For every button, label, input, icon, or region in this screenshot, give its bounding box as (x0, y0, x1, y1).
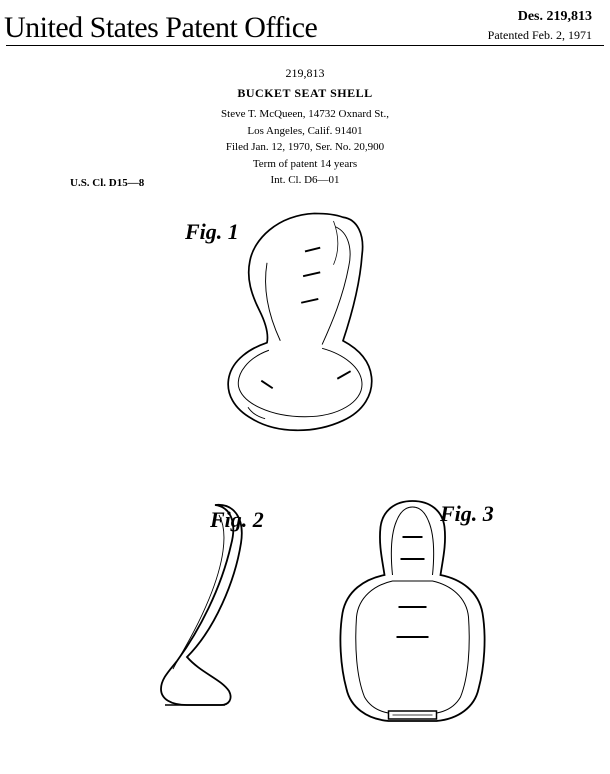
inventor-line1: Steve T. McQueen, 14732 Oxnard St., (0, 106, 610, 123)
fig3-drawing (330, 497, 495, 727)
uscl-line: U.S. Cl. D15—8 (70, 177, 610, 189)
design-number: Des. 219,813 (488, 8, 592, 27)
patented-date: Patented Feb. 2, 1971 (488, 27, 592, 43)
filed-line: Filed Jan. 12, 1970, Ser. No. 20,900 (0, 139, 610, 156)
term-line: Term of patent 14 years (0, 156, 610, 173)
meta-block: 219,813 BUCKET SEAT SHELL Steve T. McQue… (0, 64, 610, 189)
fig1-drawing (210, 199, 400, 454)
inventor-line2: Los Angeles, Calif. 91401 (0, 123, 610, 140)
patent-number: 219,813 (0, 64, 610, 82)
fig2-drawing (125, 499, 255, 719)
invention-title: BUCKET SEAT SHELL (0, 84, 610, 102)
header-right: Des. 219,813 Patented Feb. 2, 1971 (488, 8, 592, 43)
patent-header: United States Patent Office Des. 219,813… (6, 0, 604, 46)
office-title: United States Patent Office (4, 13, 317, 43)
drawings-area: Fig. 1 Fig. 2 Fig. 3 (0, 199, 610, 739)
